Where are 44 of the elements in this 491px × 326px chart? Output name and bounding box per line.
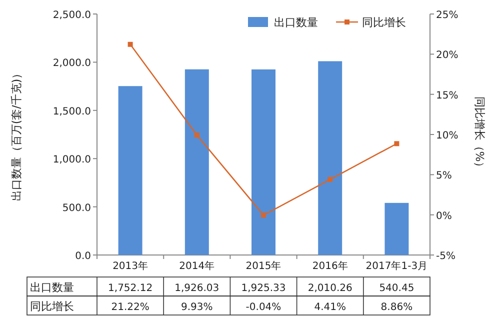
x-tick-label: 2017年1-3月 xyxy=(366,260,428,272)
legend-label: 同比增长 xyxy=(362,16,406,29)
y-tick-label: 2,500.0 xyxy=(52,10,91,21)
x-tick-label: 2013年 xyxy=(112,260,148,272)
bar xyxy=(252,69,276,255)
point xyxy=(194,132,200,138)
y2-tick-label: 20% xyxy=(436,50,458,62)
data-label: 21.22% xyxy=(111,302,150,313)
y-tick-label: 2,000.0 xyxy=(52,58,91,70)
y-axis-title: 出口数量（百万(套/千克)） xyxy=(10,68,23,202)
bar xyxy=(118,86,142,255)
text: 同比增长 xyxy=(30,300,74,313)
bar xyxy=(318,61,342,255)
point xyxy=(394,141,400,146)
y2-tick-label: -5% xyxy=(436,251,456,262)
bar xyxy=(384,202,409,255)
point xyxy=(128,42,133,47)
y2-axis-title: 同比增长（%） xyxy=(473,96,486,173)
y2-tick-label: 10% xyxy=(436,130,458,142)
legend-label: 出口数量 xyxy=(274,16,318,29)
y-tick-label: 1,500.0 xyxy=(52,106,91,118)
point xyxy=(261,212,266,218)
x-tick-label: 2014年 xyxy=(179,260,215,272)
text: 出口数量 xyxy=(30,281,74,294)
data-label: 1,752.12 xyxy=(108,283,153,294)
data-label: 9.93% xyxy=(181,302,213,313)
y-tick-label: 1,000.0 xyxy=(52,154,91,166)
y2-tick-label: 25% xyxy=(436,10,458,21)
y-tick-label: 0.0 xyxy=(75,251,91,262)
y-tick-label: 500.0 xyxy=(62,202,91,214)
y2-tick-label: 0% xyxy=(436,210,452,222)
point xyxy=(328,176,333,182)
bar xyxy=(184,69,209,255)
data-label: 540.45 xyxy=(379,283,414,294)
y2-tick-label: 15% xyxy=(436,90,458,102)
y2-tick-label: 5% xyxy=(436,170,452,182)
x-tick-label: 2015年 xyxy=(246,260,282,272)
data-label: 8.86% xyxy=(380,302,413,313)
data-label: 4.41% xyxy=(314,302,346,313)
data-label: 1,926.03 xyxy=(174,283,220,294)
x-tick-label: 2016年 xyxy=(312,260,348,272)
data-label: 2,010.26 xyxy=(308,283,352,294)
data-label: 1,925.33 xyxy=(241,283,286,294)
data-label: -0.04% xyxy=(246,302,282,313)
